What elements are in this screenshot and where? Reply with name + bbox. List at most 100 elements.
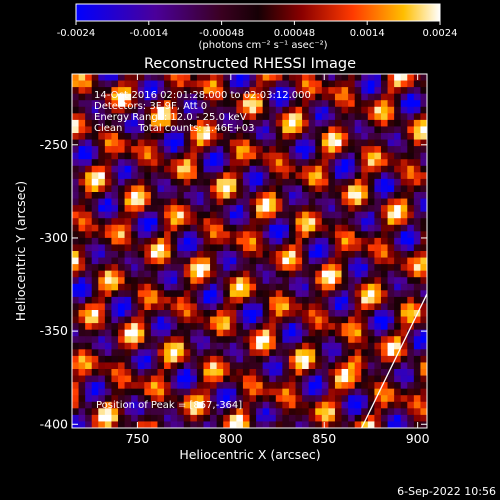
- heatmap-cell: [348, 421, 356, 428]
- heatmap-cell: [111, 342, 119, 350]
- heatmap-cell: [302, 310, 310, 317]
- heatmap-cell: [131, 165, 139, 173]
- heatmap-cell: [229, 87, 237, 95]
- heatmap-cell: [196, 80, 204, 88]
- heatmap-cell: [413, 80, 421, 88]
- heatmap-cell: [328, 401, 336, 409]
- heatmap-cell: [374, 408, 382, 416]
- heatmap-cell: [91, 388, 99, 396]
- heatmap-cell: [210, 80, 217, 88]
- heatmap-cell: [308, 205, 316, 213]
- heatmap-cell: [334, 119, 342, 127]
- heatmap-cell: [400, 172, 408, 180]
- heatmap-cell: [249, 257, 257, 265]
- heatmap-cell: [118, 316, 125, 324]
- heatmap-cell: [144, 316, 152, 324]
- annotation-detectors: Detectors: 3F 9F, Att 0: [94, 101, 207, 112]
- heatmap-cell: [315, 303, 323, 311]
- heatmap-cell: [223, 185, 231, 193]
- heatmap-cell: [150, 296, 158, 304]
- heatmap-cell: [137, 237, 145, 245]
- heatmap-cell: [150, 421, 158, 428]
- heatmap-cell: [249, 205, 257, 213]
- heatmap-cell: [242, 185, 250, 193]
- heatmap-cell: [367, 296, 375, 304]
- heatmap-cell: [131, 205, 139, 213]
- heatmap-cell: [413, 133, 421, 140]
- heatmap-cell: [85, 244, 93, 252]
- heatmap-cell: [236, 93, 244, 101]
- heatmap-cell: [150, 198, 158, 206]
- heatmap-cell: [85, 369, 93, 376]
- heatmap-cell: [394, 178, 402, 186]
- heatmap-cell: [223, 421, 231, 428]
- heatmap-cell: [407, 316, 415, 324]
- heatmap-cell: [420, 336, 427, 344]
- heatmap-cell: [354, 80, 362, 88]
- heatmap-cell: [288, 382, 296, 390]
- heatmap-cell: [177, 382, 185, 390]
- heatmap-cell: [321, 323, 329, 331]
- heatmap-cell: [223, 310, 231, 317]
- heatmap-cell: [256, 264, 263, 272]
- heatmap-cell: [183, 87, 191, 95]
- heatmap-cell: [374, 113, 382, 121]
- heatmap-cell: [150, 185, 158, 193]
- heatmap-cell: [118, 310, 125, 317]
- heatmap-cell: [78, 231, 86, 239]
- heatmap-cell: [348, 382, 356, 390]
- colorbar-tick-label: 0.00048: [274, 28, 315, 39]
- heatmap-cell: [190, 414, 198, 422]
- heatmap-cell: [203, 277, 211, 285]
- heatmap-cell: [380, 205, 388, 213]
- heatmap-cell: [150, 237, 158, 245]
- heatmap-cell: [196, 198, 204, 206]
- heatmap-cell: [144, 369, 152, 376]
- heatmap-cell: [131, 270, 139, 278]
- heatmap-cell: [131, 349, 139, 357]
- heatmap-cell: [210, 316, 217, 324]
- heatmap-cell: [210, 362, 217, 370]
- heatmap-cell: [164, 185, 171, 193]
- heatmap-cell: [413, 369, 421, 376]
- heatmap-cell: [203, 408, 211, 416]
- heatmap-cell: [131, 342, 139, 350]
- heatmap-cell: [85, 408, 93, 416]
- heatmap-cell: [104, 362, 112, 370]
- heatmap-cell: [256, 401, 263, 409]
- heatmap-cell: [170, 329, 178, 337]
- heatmap-cell: [157, 342, 165, 350]
- heatmap-cell: [157, 172, 165, 180]
- heatmap-cell: [380, 159, 388, 167]
- heatmap-cell: [321, 290, 329, 298]
- heatmap-cell: [367, 310, 375, 317]
- heatmap-cell: [144, 165, 152, 173]
- heatmap-cell: [150, 401, 158, 409]
- heatmap-cell: [315, 152, 323, 160]
- heatmap-cell: [144, 382, 152, 390]
- heatmap-cell: [256, 310, 263, 317]
- heatmap-cell: [216, 257, 224, 265]
- colorbar-tick-label: -0.0014: [129, 28, 168, 39]
- heatmap-cell: [407, 375, 415, 383]
- heatmap-cell: [177, 185, 185, 193]
- heatmap-cell: [242, 100, 250, 108]
- heatmap-cell: [229, 126, 237, 134]
- heatmap-cell: [302, 224, 310, 232]
- heatmap-cell: [210, 342, 217, 350]
- heatmap-cell: [164, 257, 171, 265]
- heatmap-cell: [164, 316, 171, 324]
- heatmap-cell: [242, 93, 250, 101]
- heatmap-cell: [321, 139, 329, 147]
- heatmap-cell: [177, 349, 185, 357]
- heatmap-cell: [256, 93, 263, 101]
- heatmap-cell: [196, 395, 204, 403]
- heatmap-cell: [413, 106, 421, 114]
- heatmap-cell: [321, 100, 329, 108]
- heatmap-cell: [72, 296, 79, 304]
- heatmap-cell: [229, 310, 237, 317]
- heatmap-cell: [91, 355, 99, 363]
- heatmap-cell: [242, 329, 250, 337]
- heatmap-cell: [328, 80, 336, 88]
- heatmap-cell: [91, 133, 99, 140]
